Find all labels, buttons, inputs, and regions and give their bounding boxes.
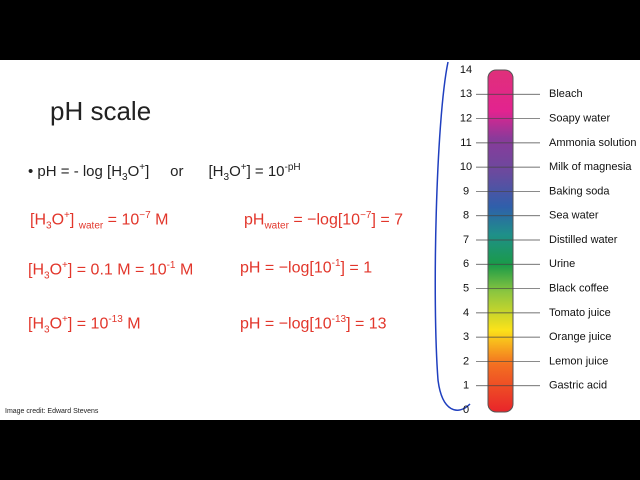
ph-label: 11 — [460, 137, 471, 149]
substance-label: Baking soda — [549, 185, 610, 197]
text: [H — [28, 315, 44, 333]
substance-label: Urine — [549, 258, 575, 270]
text: [H — [208, 163, 224, 180]
ph-label: 0 — [463, 404, 469, 416]
text: M — [150, 211, 169, 229]
substance-label: Black coffee — [549, 282, 609, 294]
substance-label: Distilled water — [549, 234, 618, 246]
ph-label: 12 — [460, 112, 472, 124]
text: pH — [244, 211, 265, 229]
text: + — [240, 162, 247, 173]
text: = 10 — [103, 211, 140, 229]
substance-label: Lemon juice — [549, 355, 608, 367]
text: pH = −log[10 — [240, 315, 332, 333]
text: ] — [69, 211, 75, 229]
text: + — [62, 314, 68, 325]
text: = −log[10 — [288, 211, 361, 229]
text: pH = - log [H — [37, 163, 123, 180]
text: water — [264, 220, 289, 232]
ph-label: 4 — [463, 307, 469, 319]
text: + — [64, 210, 70, 221]
color-bar — [487, 69, 514, 413]
ph-label: 8 — [463, 210, 469, 222]
slide: pH scale • pH = - log [H3O+] or [H3O+] =… — [0, 60, 640, 420]
ph-label: 9 — [463, 185, 469, 197]
text: 3 — [122, 172, 128, 183]
substance-label: Tomato juice — [549, 307, 611, 319]
ph-label: 5 — [463, 282, 469, 294]
text: ] = 1 — [340, 259, 373, 277]
text: M — [175, 261, 194, 279]
ph-label: 1 — [463, 380, 469, 392]
text: 3 — [46, 220, 52, 232]
substance-label: Milk of magnesia — [549, 161, 632, 173]
text: -1 — [166, 260, 176, 271]
substance-label: Sea water — [549, 210, 599, 222]
equation: pH = −log[10-1] = 1 — [240, 258, 372, 277]
text: O — [49, 261, 63, 279]
text: 3 — [44, 324, 50, 336]
substance-label: Ammonia solution — [549, 137, 636, 149]
equation: pHwater = −log[10−7] = 7 — [244, 210, 403, 232]
substance-label: Soapy water — [549, 112, 610, 124]
text: ] = 7 — [371, 211, 404, 229]
text: water — [78, 220, 104, 232]
text: 3 — [44, 270, 50, 282]
substance-label: Orange juice — [549, 331, 611, 343]
text: ] = 0.1 M = 10 — [67, 261, 167, 279]
text: 3 — [223, 172, 230, 183]
ph-label: 14 — [460, 64, 472, 76]
substance-label: Gastric acid — [549, 380, 607, 392]
text: + — [62, 260, 68, 271]
text: O — [127, 163, 140, 180]
ph-label: 6 — [463, 258, 469, 270]
ph-label: 7 — [463, 234, 469, 246]
bullet: • pH = - log [H3O+] or [H3O+] = 10-pH — [28, 162, 301, 183]
text: -1 — [331, 258, 341, 269]
text: -pH — [284, 162, 301, 173]
text: −7 — [360, 210, 372, 221]
ph-label: 10 — [460, 161, 472, 173]
title: pH scale — [50, 96, 152, 126]
substance-label: Bleach — [549, 88, 583, 100]
text: -13 — [331, 314, 347, 325]
text: ] = 10 — [246, 163, 285, 180]
text: O — [229, 163, 241, 180]
equation: [H3O+] = 0.1 M = 10-1 M — [28, 260, 193, 282]
text: or — [170, 163, 184, 180]
equation: [H3O+] water = 10−7 M — [30, 210, 168, 232]
handwritten-loop — [434, 61, 471, 411]
text: ] — [145, 163, 150, 180]
text: [H — [30, 211, 46, 229]
text: ] = 13 — [346, 315, 387, 333]
ph-label: 3 — [463, 331, 469, 343]
equation: [H3O+] = 10-13 M — [28, 314, 141, 336]
image-credit: Image credit: Edward Stevens — [5, 408, 99, 415]
text: [H — [28, 261, 44, 279]
text: M — [122, 315, 141, 333]
equation: pH = −log[10-13] = 13 — [240, 314, 387, 333]
ph-label: 13 — [460, 88, 472, 100]
text: ] = 10 — [67, 315, 109, 333]
ph-label: 2 — [463, 355, 469, 367]
text: -13 — [108, 314, 123, 325]
text: + — [139, 162, 146, 173]
text: −7 — [139, 210, 151, 221]
text: O — [49, 315, 63, 333]
text: O — [51, 211, 65, 229]
text: pH = −log[10 — [240, 259, 332, 277]
